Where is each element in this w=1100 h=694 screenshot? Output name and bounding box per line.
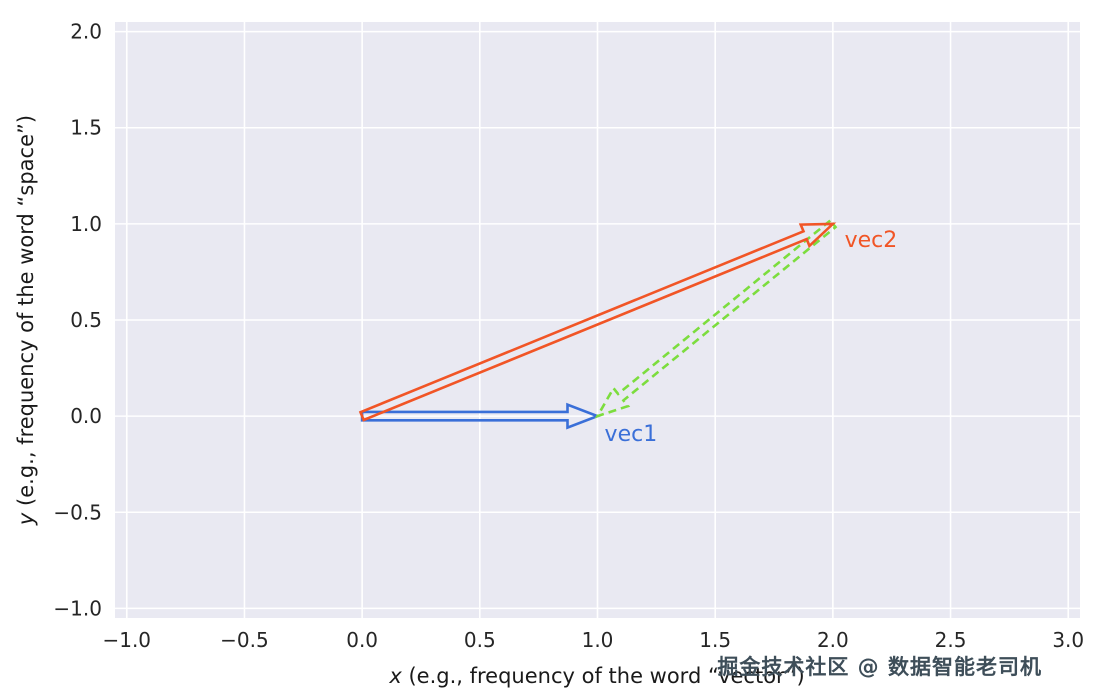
x-axis-label: x (e.g., frequency of the word “vector”) bbox=[389, 664, 804, 688]
y-tick-label: −1.0 bbox=[53, 596, 102, 620]
x-tick-label: 2.0 bbox=[817, 628, 849, 652]
x-tick-label: 0.5 bbox=[464, 628, 496, 652]
x-tick-label: 3.0 bbox=[1052, 628, 1084, 652]
vector-arrow-vec1 bbox=[360, 402, 602, 430]
x-tick-label: 2.5 bbox=[935, 628, 967, 652]
vector-label-vec2: vec2 bbox=[845, 228, 898, 253]
y-tick-label: 1.0 bbox=[70, 212, 102, 236]
x-tick-label: 1.0 bbox=[582, 628, 614, 652]
y-axis-variable: y bbox=[14, 512, 38, 526]
vector-label-vec1: vec1 bbox=[605, 422, 658, 447]
x-tick-label: −0.5 bbox=[220, 628, 269, 652]
y-tick-label: 0.0 bbox=[70, 404, 102, 428]
x-tick-label: 0.0 bbox=[346, 628, 378, 652]
y-tick-label: −0.5 bbox=[53, 500, 102, 524]
y-axis-label: y (e.g., frequency of the word “space”) bbox=[14, 115, 38, 525]
y-tick-label: 2.0 bbox=[70, 20, 102, 44]
y-tick-label: 1.5 bbox=[70, 116, 102, 140]
vector-arrow-vec2 bbox=[358, 222, 837, 422]
vector-arrow-difference bbox=[594, 218, 838, 419]
x-axis-label-text: (e.g., frequency of the word “vector”) bbox=[401, 664, 805, 688]
x-tick-label: 1.5 bbox=[699, 628, 731, 652]
x-axis-variable: x bbox=[389, 664, 402, 688]
watermark: 掘金技术社区 @ 数据智能老司机 bbox=[717, 655, 1042, 679]
y-axis-label-text: (e.g., frequency of the word “space”) bbox=[14, 114, 38, 513]
y-tick-label: 0.5 bbox=[70, 308, 102, 332]
x-tick-label: −1.0 bbox=[102, 628, 151, 652]
